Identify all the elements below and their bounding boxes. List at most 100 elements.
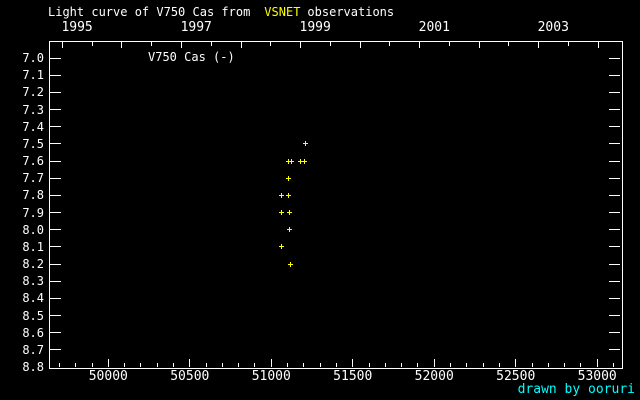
- y-axis-tick: [50, 297, 61, 299]
- y-axis-tick-right: [609, 91, 620, 93]
- x-axis-minor-tick: [75, 363, 77, 367]
- y-axis-label: 7.2: [22, 85, 44, 100]
- title-suffix: observations: [307, 5, 395, 19]
- y-axis-label: 7.1: [22, 68, 44, 83]
- x-axis-minor-tick: [613, 363, 614, 367]
- y-axis-label: 8.3: [22, 274, 44, 289]
- y-axis-tick-right: [609, 229, 620, 231]
- credit-text: drawn by ooruri: [517, 382, 635, 397]
- y-axis-tick-right: [609, 126, 620, 128]
- data-point: [302, 158, 308, 164]
- x-axis-label: 51500: [333, 369, 373, 384]
- y-axis-label: 7.9: [22, 205, 44, 220]
- y-axis-label: 8.2: [22, 257, 44, 272]
- y-axis-label: 8.6: [22, 325, 44, 340]
- x-axis-minor-tick: [238, 363, 240, 367]
- y-axis-label: 8.1: [22, 239, 44, 254]
- y-axis-tick: [50, 229, 61, 231]
- data-point: [297, 158, 303, 164]
- series-label: V750 Cas (-): [148, 50, 235, 64]
- y-axis-tick: [50, 194, 61, 196]
- data-point: [286, 227, 292, 233]
- y-axis-label: 7.7: [22, 171, 44, 186]
- x-axis-minor-tick: [498, 363, 500, 367]
- x-axis-label: 50000: [88, 369, 128, 384]
- top-axis-half-year-tick: [210, 42, 212, 46]
- x-axis-minor-tick: [482, 363, 484, 367]
- y-axis-tick: [50, 263, 61, 265]
- year-label: 2003: [537, 20, 569, 35]
- x-axis-tick: [515, 359, 517, 367]
- y-axis-tick-right: [609, 263, 620, 265]
- x-axis-label: 52500: [496, 369, 536, 384]
- y-axis-tick-right: [609, 212, 620, 214]
- x-axis-minor-tick: [450, 363, 452, 367]
- data-point: [286, 192, 292, 198]
- page-title: Light curve of V750 Cas from VSNET observa…: [48, 4, 394, 20]
- y-axis-label: 7.3: [22, 102, 44, 117]
- data-point: [279, 210, 285, 216]
- y-axis-tick: [50, 126, 61, 128]
- x-axis-minor-tick: [91, 363, 93, 367]
- y-axis-tick: [50, 143, 61, 145]
- top-axis-half-year-tick: [508, 42, 510, 46]
- y-axis-tick-right: [609, 332, 620, 334]
- y-axis-tick-right: [609, 109, 620, 111]
- y-axis-tick-right: [609, 194, 620, 196]
- year-label: 1995: [61, 20, 93, 35]
- y-axis-tick-right: [609, 349, 620, 351]
- year-label: 1997: [180, 20, 212, 35]
- x-axis-tick: [352, 359, 354, 367]
- y-axis-tick-right: [609, 297, 620, 299]
- y-axis-tick-right: [609, 57, 620, 59]
- y-axis-tick: [50, 91, 61, 93]
- vsnet-highlight: VSNET: [264, 5, 301, 19]
- x-axis-minor-tick: [335, 363, 337, 367]
- y-axis-tick-right: [609, 246, 620, 248]
- top-axis-year-tick: [300, 42, 302, 48]
- top-axis-year-tick: [240, 42, 242, 48]
- data-point: [279, 244, 285, 250]
- data-point: [302, 141, 308, 147]
- y-axis-tick: [50, 246, 61, 248]
- y-axis-tick-right: [609, 177, 620, 179]
- x-axis-tick: [433, 359, 435, 367]
- x-axis-tick: [107, 359, 109, 367]
- x-axis-minor-tick: [466, 363, 468, 367]
- x-axis-minor-tick: [564, 363, 566, 367]
- x-axis-tick: [189, 359, 191, 367]
- top-axis-half-year-tick: [91, 42, 93, 46]
- top-axis-year-tick: [478, 42, 480, 48]
- x-axis-minor-tick: [254, 363, 256, 367]
- y-axis-tick-right: [609, 160, 620, 162]
- x-axis-minor-tick: [173, 363, 174, 367]
- data-point: [279, 192, 285, 198]
- x-axis-minor-tick: [287, 363, 289, 367]
- y-axis-tick-right: [609, 74, 620, 76]
- x-axis-minor-tick: [221, 363, 223, 367]
- data-point: [286, 175, 292, 181]
- data-point: [288, 158, 294, 164]
- y-axis-label: 7.8: [22, 188, 44, 203]
- x-axis-label: 53000: [577, 369, 617, 384]
- top-axis-half-year-tick: [448, 42, 450, 46]
- title-prefix: Light curve of V750 Cas from: [48, 5, 251, 19]
- x-axis-tick: [596, 359, 598, 367]
- year-label: 2001: [418, 20, 450, 35]
- top-axis-half-year-tick: [270, 42, 272, 46]
- top-axis-half-year-tick: [389, 42, 391, 46]
- top-axis-year-tick: [597, 42, 599, 48]
- y-axis-label: 8.4: [22, 291, 44, 306]
- x-axis-label: 50500: [170, 369, 210, 384]
- x-axis-minor-tick: [124, 363, 126, 367]
- x-axis-minor-tick: [547, 363, 549, 367]
- data-point: [285, 158, 291, 164]
- plot-area: [49, 41, 623, 369]
- y-axis-label: 7.5: [22, 136, 44, 151]
- y-axis-tick: [50, 57, 61, 59]
- x-axis-label: 51000: [251, 369, 291, 384]
- y-axis-tick-right: [609, 143, 620, 145]
- top-axis-year-tick: [61, 42, 63, 48]
- data-point: [288, 261, 293, 267]
